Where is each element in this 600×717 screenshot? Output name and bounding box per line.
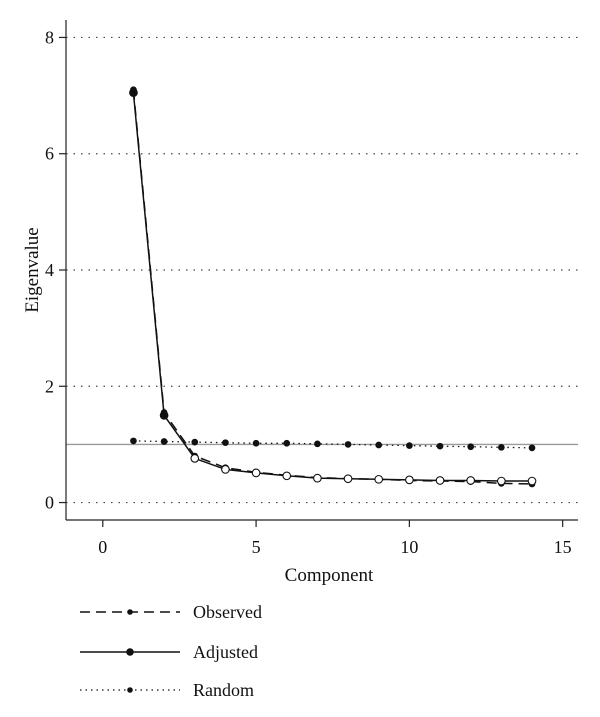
data-point-random: [314, 440, 321, 448]
data-point-random: [528, 444, 536, 452]
data-point-adjusted: [466, 476, 476, 485]
data-point-random: [222, 439, 229, 447]
grid-lines: [66, 36, 578, 504]
data-point-adjusted: [497, 476, 506, 486]
legend-label-observed: Observed: [193, 602, 262, 622]
x-tick-label: 15: [554, 537, 572, 557]
series-line-adjusted: [132, 92, 532, 482]
y-tick-label: 0: [45, 493, 54, 513]
data-point-adjusted: [251, 468, 261, 478]
data-point-adjusted: [221, 465, 230, 474]
data-point-adjusted: [159, 410, 169, 420]
legend: Observed Adjusted Random: [80, 602, 262, 700]
data-point-adjusted: [282, 471, 292, 481]
data-point-adjusted: [405, 475, 414, 485]
x-tick-label: 10: [400, 537, 418, 557]
y-tick-label: 2: [45, 376, 54, 396]
legend-marker-adjusted: [126, 648, 134, 656]
tick-labels: 0 2 4 6 8 0 5 10 15: [45, 27, 572, 557]
data-series: [129, 86, 537, 488]
x-tick-label: 0: [98, 537, 107, 557]
legend-label-random: Random: [193, 680, 254, 700]
data-point-adjusted: [343, 474, 353, 484]
series-line-observed: [132, 89, 533, 485]
legend-marker-observed: [127, 609, 133, 615]
x-tick-label: 5: [252, 537, 261, 557]
y-tick-label: 6: [45, 144, 54, 164]
data-point-random: [283, 439, 291, 447]
data-point-random: [498, 443, 505, 451]
data-point-random: [406, 442, 413, 449]
legend-label-adjusted: Adjusted: [193, 642, 258, 662]
data-point-adjusted: [190, 454, 200, 463]
data-point-adjusted: [313, 473, 322, 483]
data-point-random: [130, 437, 137, 445]
y-tick-label: 4: [45, 260, 54, 280]
data-point-random: [344, 441, 352, 448]
data-point-random: [160, 438, 168, 445]
x-axis-label: Component: [285, 565, 374, 586]
data-point-random: [252, 439, 260, 447]
legend-marker-random: [127, 687, 133, 693]
data-point-random: [467, 443, 475, 451]
series-line-random: [133, 440, 533, 449]
data-point-random: [375, 441, 383, 449]
data-point-random: [436, 442, 444, 450]
data-point-random: [191, 438, 199, 446]
data-point-adjusted: [374, 474, 384, 484]
axes: [59, 20, 578, 527]
data-point-adjusted: [527, 476, 537, 486]
y-tick-label: 8: [45, 27, 54, 47]
data-point-adjusted: [435, 476, 445, 485]
data-point-adjusted: [129, 88, 138, 98]
y-axis-label: Eigenvalue: [22, 227, 43, 312]
